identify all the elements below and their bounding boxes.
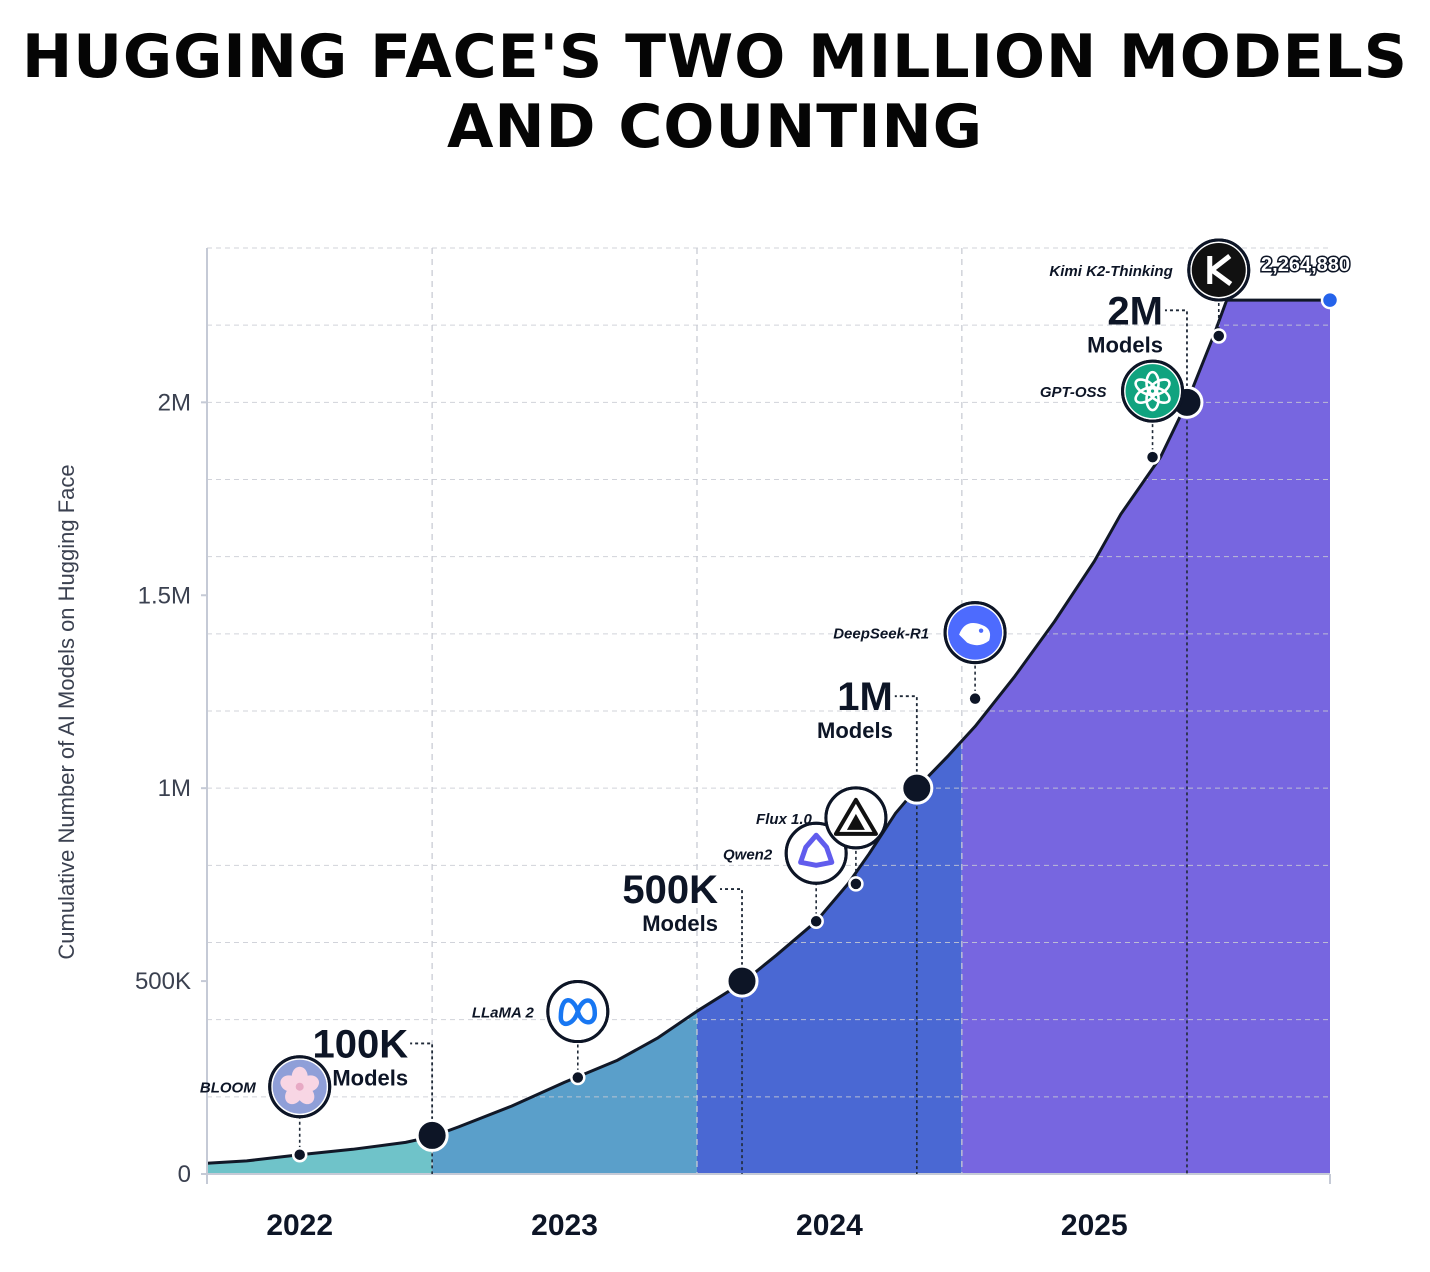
- openai-knot-icon: [1125, 364, 1180, 419]
- latest-point: [1320, 290, 1340, 310]
- area-region-3: [697, 740, 962, 1174]
- milestone-caption: Models: [1087, 332, 1163, 357]
- milestone-connector: [894, 695, 918, 773]
- release-point: [848, 876, 864, 892]
- knot-loop: [1134, 378, 1157, 396]
- milestone-point: [725, 964, 759, 998]
- release-label: GPT-OSS: [1040, 384, 1107, 401]
- milestone-point: [900, 771, 934, 805]
- milestone-value: 500K: [622, 868, 718, 912]
- y-tick-label: 1M: [158, 775, 191, 802]
- petal: [280, 1075, 301, 1092]
- chart-title: HUGGING FACE'S TWO MILLION MODELS AND CO…: [0, 22, 1430, 162]
- model-release-flux-1-0: Flux 1.0: [756, 786, 888, 892]
- x-tick-label: 2024: [796, 1209, 863, 1242]
- y-tick-label: 2M: [158, 389, 191, 416]
- model-release-deepseek-r1: DeepSeek-R1: [833, 601, 1007, 707]
- y-axis-title: Cumulative Number of AI Models on Huggin…: [54, 464, 79, 959]
- x-tick-label: 2022: [266, 1209, 333, 1242]
- icon-bg: [1125, 364, 1180, 419]
- star: [798, 832, 835, 868]
- icon-ring-outline: [824, 786, 888, 850]
- icon-ring-outline: [546, 980, 610, 1044]
- release-point: [967, 690, 983, 707]
- release-point: [808, 913, 824, 930]
- release-label: Kimi K2-Thinking: [1049, 263, 1172, 280]
- petal-center: [295, 1082, 304, 1091]
- milestone-point: [415, 1118, 449, 1152]
- kimi-k-icon: [1191, 242, 1246, 297]
- icon-ring-outline: [1121, 359, 1185, 423]
- milestone-caption: Models: [642, 911, 718, 936]
- triangle-inner: [846, 813, 865, 830]
- release-point: [1211, 328, 1227, 344]
- title-line-2: AND COUNTING: [446, 92, 984, 162]
- area-region-4: [961, 300, 1330, 1175]
- release-label: Qwen2: [723, 846, 773, 863]
- milestone-value: 100K: [313, 1022, 409, 1066]
- release-point: [570, 1069, 586, 1086]
- whale: [959, 623, 991, 646]
- model-release-qwen2: Qwen2: [723, 821, 848, 930]
- release-label: Flux 1.0: [756, 811, 813, 828]
- k-letter: [1207, 253, 1233, 286]
- y-tick-label: 1.5M: [138, 582, 191, 609]
- icon-ring-outline: [268, 1055, 332, 1119]
- triangle: [833, 797, 878, 836]
- icon-ring-outline: [784, 821, 848, 885]
- area-region-1: [207, 1136, 433, 1174]
- model-release-gpt-oss: GPT-OSS: [1040, 359, 1185, 465]
- release-label: DeepSeek-R1: [833, 626, 929, 643]
- icon-bg: [1191, 242, 1246, 297]
- release-label: LLaMA 2: [472, 1005, 535, 1022]
- release-label: BLOOM: [200, 1080, 256, 1097]
- milestone-caption: Models: [817, 718, 893, 743]
- y-tick-label: 500K: [135, 968, 191, 995]
- release-point: [291, 1146, 308, 1163]
- x-tick-label: 2025: [1061, 1209, 1128, 1242]
- milestone-value: 1M: [837, 675, 893, 719]
- model-release-llama-2: LLaMA 2: [472, 980, 610, 1086]
- model-release-kimi-k2-thinking: Kimi K2-Thinking: [1049, 238, 1251, 344]
- qwen-star-icon: [789, 826, 844, 881]
- area-region-2: [432, 1011, 697, 1174]
- model-release-bloom: BLOOM: [200, 1055, 332, 1163]
- whale-eye: [978, 628, 984, 633]
- meta-infinity-icon: [550, 984, 605, 1039]
- milestone-value: 2M: [1107, 289, 1163, 333]
- icon-bg: [789, 826, 844, 881]
- flux-triangle-icon: [828, 790, 883, 845]
- release-point: [1144, 449, 1161, 465]
- deepseek-whale-icon: [948, 605, 1003, 660]
- latest-value-label: 2,264,880: [1261, 254, 1350, 276]
- x-tick-label: 2023: [531, 1209, 598, 1242]
- title-line-1: HUGGING FACE'S TWO MILLION MODELS: [21, 22, 1409, 92]
- milestone-connector: [1164, 309, 1188, 387]
- icon-ring-outline: [943, 601, 1007, 665]
- milestone-connector: [410, 1042, 434, 1120]
- icon-ring-outline: [1187, 238, 1251, 302]
- y-tick-label: 0: [178, 1161, 191, 1188]
- gridlines: [207, 247, 1330, 1174]
- bloom-flower-icon: [272, 1059, 327, 1114]
- milestone-connector: [720, 888, 743, 966]
- milestone-caption: Models: [332, 1065, 408, 1090]
- infinity: [558, 998, 598, 1026]
